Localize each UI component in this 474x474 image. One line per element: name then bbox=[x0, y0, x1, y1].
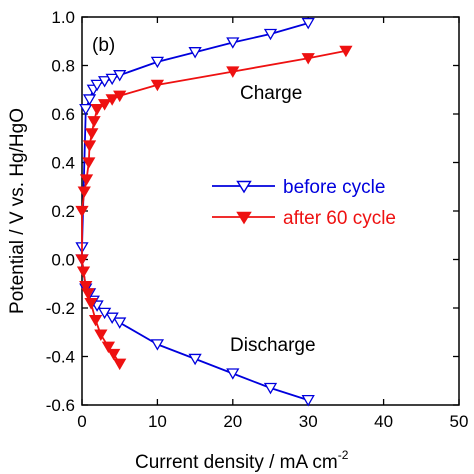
data-point-before-cycle bbox=[263, 28, 278, 41]
annotation-discharge: Discharge bbox=[230, 335, 316, 356]
x-tick-label: 20 bbox=[223, 412, 242, 431]
data-point-after-60-cycle bbox=[301, 53, 315, 65]
data-point-after-60-cycle bbox=[87, 116, 101, 128]
data-point-before-cycle bbox=[97, 307, 112, 320]
legend-marker-before-cycle bbox=[236, 180, 252, 194]
y-axis-title: Potential / V vs. Hg/HgO bbox=[7, 108, 28, 314]
data-point-before-cycle bbox=[105, 312, 119, 324]
data-point-after-60-cycle bbox=[105, 94, 119, 106]
y-tick-label: 0.4 bbox=[51, 154, 75, 173]
series-layer bbox=[75, 17, 353, 407]
x-tick-label: 40 bbox=[374, 412, 393, 431]
y-tick-label: 0.2 bbox=[51, 202, 75, 221]
data-point-before-cycle bbox=[301, 17, 315, 30]
legend-marker-after-60-cycle bbox=[236, 211, 252, 225]
data-point-before-cycle bbox=[226, 37, 240, 49]
data-point-after-60-cycle bbox=[75, 254, 89, 266]
x-tick-label: 30 bbox=[299, 412, 318, 431]
data-point-before-cycle bbox=[188, 353, 202, 366]
y-tick-label: -0.2 bbox=[46, 299, 75, 318]
data-point-after-60-cycle bbox=[101, 341, 116, 354]
data-point-after-60-cycle bbox=[339, 45, 353, 58]
x-tick-label: 10 bbox=[148, 412, 167, 431]
y-tick-label: 0.6 bbox=[51, 105, 75, 124]
data-point-after-60-cycle bbox=[82, 140, 97, 152]
data-point-after-60-cycle bbox=[75, 205, 89, 218]
data-point-before-cycle bbox=[226, 368, 240, 380]
x-axis-title-superscript: -2 bbox=[338, 448, 349, 462]
data-point-before-cycle bbox=[150, 56, 165, 69]
legend: before cycle after 60 cycle bbox=[212, 177, 396, 229]
data-point-before-cycle bbox=[263, 382, 278, 395]
data-point-after-60-cycle bbox=[150, 79, 165, 92]
data-point-before-cycle bbox=[97, 76, 112, 88]
data-point-after-60-cycle bbox=[82, 157, 96, 169]
data-point-after-60-cycle bbox=[79, 174, 94, 186]
y-tick-label: 0.0 bbox=[51, 251, 75, 270]
data-point-before-cycle bbox=[113, 70, 127, 82]
data-point-after-60-cycle bbox=[76, 266, 91, 278]
legend-label-before-cycle: before cycle bbox=[283, 177, 385, 198]
data-point-after-60-cycle bbox=[113, 90, 127, 103]
data-point-after-60-cycle bbox=[113, 358, 127, 371]
data-point-before-cycle bbox=[113, 317, 127, 329]
x-tick-label: 50 bbox=[450, 412, 469, 431]
x-axis-ticks: 0 10 20 30 40 50 bbox=[77, 17, 468, 431]
data-point-before-cycle bbox=[79, 104, 93, 116]
data-point-after-60-cycle bbox=[84, 298, 98, 310]
data-point-before-cycle bbox=[150, 339, 165, 351]
legend-label-after-60-cycle: after 60 cycle bbox=[283, 208, 396, 229]
y-tick-label: -0.6 bbox=[46, 396, 75, 415]
data-point-after-60-cycle bbox=[79, 281, 93, 293]
data-point-after-60-cycle bbox=[97, 99, 112, 111]
data-point-after-60-cycle bbox=[88, 314, 103, 327]
data-point-after-60-cycle bbox=[226, 66, 240, 78]
annotation-charge: Charge bbox=[240, 83, 302, 104]
y-tick-label: -0.4 bbox=[46, 348, 75, 367]
x-axis-title-main: Current density / mA cm bbox=[135, 452, 338, 473]
data-point-before-cycle bbox=[90, 79, 104, 92]
legend-entry-after-60-cycle: after 60 cycle bbox=[212, 208, 396, 229]
data-point-after-60-cycle bbox=[90, 104, 104, 116]
data-point-after-60-cycle bbox=[77, 186, 91, 198]
x-axis-title: Current density / mA cm-2 bbox=[135, 448, 349, 473]
panel-label: (b) bbox=[92, 35, 115, 56]
x-tick-label: 0 bbox=[77, 412, 86, 431]
data-point-before-cycle bbox=[105, 73, 119, 86]
data-point-after-60-cycle bbox=[85, 128, 99, 140]
legend-entry-before-cycle: before cycle bbox=[212, 177, 385, 198]
data-point-before-cycle bbox=[301, 395, 315, 407]
y-tick-label: 0.8 bbox=[51, 57, 75, 76]
data-point-before-cycle bbox=[82, 94, 97, 106]
y-tick-label: 1.0 bbox=[51, 8, 75, 27]
data-point-after-60-cycle bbox=[94, 329, 108, 341]
data-point-after-60-cycle bbox=[107, 348, 121, 361]
data-point-before-cycle bbox=[188, 47, 202, 59]
